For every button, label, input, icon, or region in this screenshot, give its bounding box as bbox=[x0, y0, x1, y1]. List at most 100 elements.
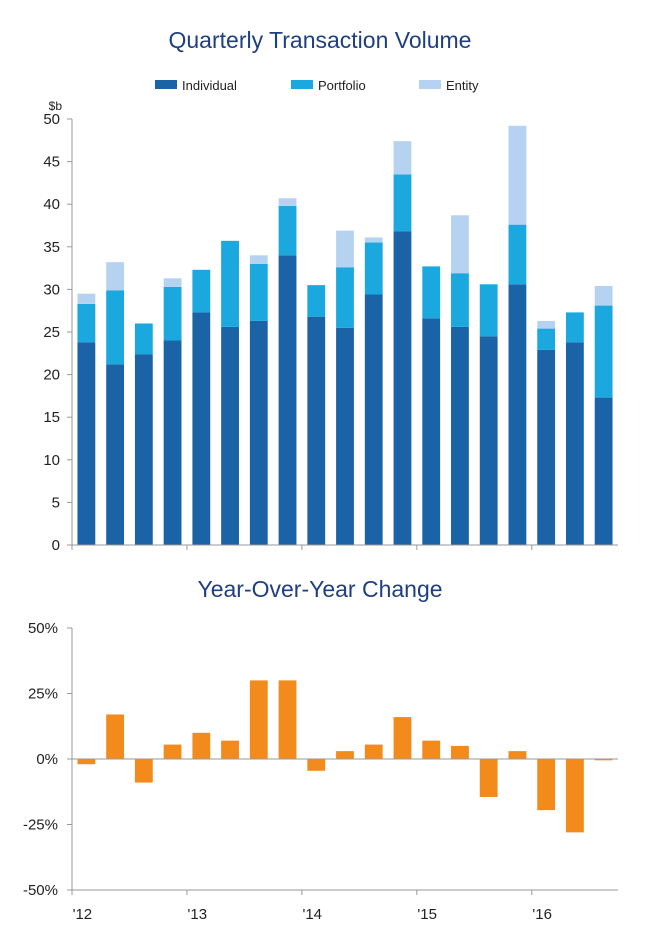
chart2-bars bbox=[77, 680, 613, 833]
y-tick-label: 45 bbox=[43, 154, 60, 171]
y-tick-label: 20 bbox=[43, 367, 60, 384]
bar-portfolio bbox=[278, 205, 297, 256]
quarterly-volume-chart: Quarterly Transaction Volume Individual P… bbox=[43, 27, 618, 554]
bar-portfolio bbox=[537, 328, 556, 350]
bar-portfolio bbox=[594, 305, 613, 398]
legend-swatch-entity bbox=[419, 80, 441, 89]
bar-yoy-change bbox=[479, 759, 498, 797]
bar-portfolio bbox=[221, 240, 239, 327]
bar-individual bbox=[249, 320, 268, 545]
y-tick-label: 10 bbox=[43, 452, 60, 469]
bar-individual bbox=[192, 312, 211, 545]
bar-individual bbox=[364, 294, 383, 545]
bar-yoy-change bbox=[278, 680, 297, 759]
y-tick-label: 50 bbox=[43, 111, 60, 128]
y-tick-label: 30 bbox=[43, 281, 60, 298]
legend-label-portfolio: Portfolio bbox=[318, 78, 366, 93]
bar-portfolio bbox=[307, 285, 326, 317]
chart1-legend: Individual Portfolio Entity bbox=[155, 78, 479, 93]
bar-individual bbox=[479, 336, 498, 545]
y-tick-label: 0 bbox=[52, 537, 60, 554]
bar-individual bbox=[422, 318, 441, 545]
bar-yoy-change bbox=[307, 759, 326, 771]
x-tick-label: '15 bbox=[417, 906, 437, 923]
bar-portfolio bbox=[163, 286, 182, 341]
bar-portfolio bbox=[479, 284, 498, 337]
legend-swatch-portfolio bbox=[291, 80, 313, 89]
bar-yoy-change bbox=[336, 751, 354, 759]
bar-yoy-change bbox=[451, 745, 469, 759]
chart1-title: Quarterly Transaction Volume bbox=[169, 27, 472, 53]
bar-portfolio bbox=[565, 312, 584, 343]
y-tick-label: 25 bbox=[43, 324, 60, 341]
bar-entity bbox=[451, 215, 469, 274]
chart1-y-unit: $b bbox=[49, 99, 63, 113]
bar-entity bbox=[537, 320, 556, 329]
bar-individual bbox=[307, 316, 326, 545]
bar-yoy-change bbox=[77, 759, 96, 765]
bar-individual bbox=[508, 284, 527, 545]
bar-entity bbox=[336, 230, 354, 268]
bar-yoy-change bbox=[364, 744, 383, 759]
bar-individual bbox=[221, 326, 239, 545]
y-tick-label: -50% bbox=[23, 882, 58, 899]
chart2-axes bbox=[71, 628, 618, 895]
bar-portfolio bbox=[106, 290, 125, 365]
x-tick-label: '12 bbox=[73, 906, 93, 923]
y-tick-label: 50% bbox=[28, 620, 58, 637]
bar-entity bbox=[594, 285, 613, 306]
bar-individual bbox=[336, 327, 354, 545]
legend-label-entity: Entity bbox=[446, 78, 479, 93]
bar-individual bbox=[594, 397, 613, 545]
bar-entity bbox=[249, 255, 268, 264]
bar-individual bbox=[565, 342, 584, 545]
bar-portfolio bbox=[508, 224, 527, 285]
y-tick-label: 25% bbox=[28, 686, 58, 703]
bar-individual bbox=[77, 342, 96, 545]
bar-yoy-change bbox=[221, 740, 239, 759]
bar-entity bbox=[106, 262, 125, 291]
bar-individual bbox=[537, 349, 556, 545]
chart2-title: Year-Over-Year Change bbox=[197, 576, 442, 602]
bar-portfolio bbox=[249, 263, 268, 321]
bar-yoy-change bbox=[393, 717, 412, 759]
bar-yoy-change bbox=[422, 740, 441, 759]
bar-portfolio bbox=[192, 269, 211, 313]
bar-individual bbox=[163, 340, 182, 545]
bar-portfolio bbox=[336, 267, 354, 328]
bar-entity bbox=[278, 198, 297, 206]
x-tick-label: '13 bbox=[188, 906, 208, 923]
bar-portfolio bbox=[422, 266, 441, 319]
bar-entity bbox=[163, 278, 182, 287]
bar-portfolio bbox=[393, 174, 412, 232]
chart2-x-axis: '12 '13 '14 '15 '16 bbox=[73, 906, 552, 923]
bar-individual bbox=[278, 255, 297, 545]
y-tick-label: 40 bbox=[43, 196, 60, 213]
y-tick-label: 0% bbox=[36, 751, 58, 768]
bar-individual bbox=[134, 354, 153, 545]
x-tick-label: '16 bbox=[532, 906, 552, 923]
bar-yoy-change bbox=[508, 751, 527, 759]
bar-entity bbox=[393, 141, 412, 175]
bar-portfolio bbox=[364, 242, 383, 295]
bar-yoy-change bbox=[537, 759, 556, 811]
bar-entity bbox=[364, 237, 383, 243]
bar-yoy-change bbox=[565, 759, 584, 833]
bar-individual bbox=[393, 231, 412, 546]
bar-portfolio bbox=[134, 323, 153, 355]
bar-yoy-change bbox=[106, 714, 125, 759]
bar-individual bbox=[451, 326, 469, 545]
y-tick-label: 15 bbox=[43, 409, 60, 426]
y-tick-label: 5 bbox=[52, 494, 60, 511]
yoy-change-chart: Year-Over-Year Change -50% -25% 0% 25% 50% '… bbox=[23, 576, 618, 923]
legend-label-individual: Individual bbox=[182, 78, 237, 93]
bar-portfolio bbox=[451, 273, 469, 327]
y-tick-label: 35 bbox=[43, 239, 60, 256]
bar-individual bbox=[106, 364, 125, 545]
bar-yoy-change bbox=[163, 744, 182, 759]
legend-swatch-individual bbox=[155, 80, 177, 89]
chart1-y-axis: 0 5 10 15 20 25 30 35 40 45 50 bbox=[43, 111, 72, 554]
bar-yoy-change bbox=[249, 680, 268, 759]
bar-entity bbox=[77, 293, 96, 304]
